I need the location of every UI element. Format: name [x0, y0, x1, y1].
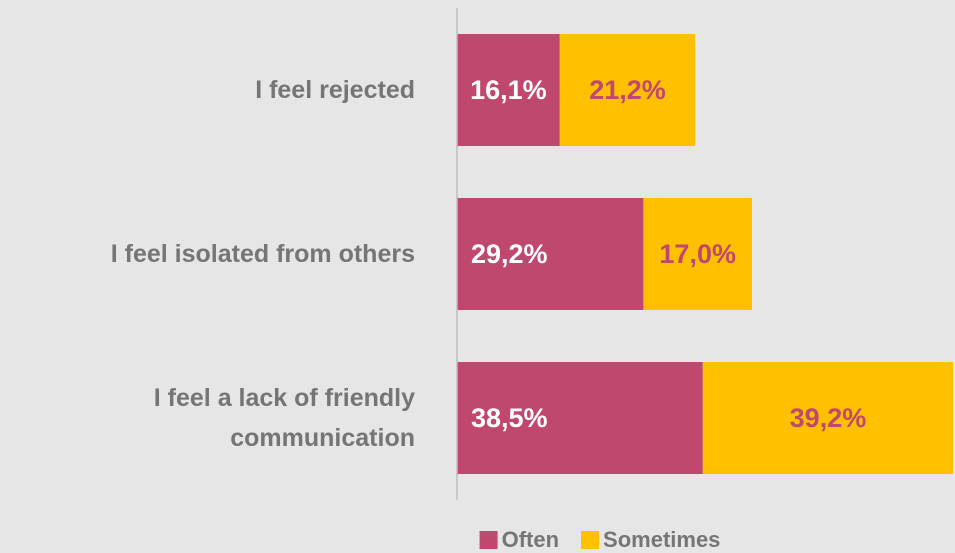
legend-swatch: [581, 531, 600, 549]
data-label: 39,2%: [790, 403, 867, 433]
legend-label: Often: [502, 527, 559, 552]
legend-label: Sometimes: [603, 527, 720, 552]
bar-segment: [643, 198, 752, 310]
legend: Often Sometimes: [479, 527, 720, 552]
y-tick-label: I feel a lack of friendly communication: [153, 384, 415, 452]
bar-segment: [559, 34, 696, 146]
bar-segment: [702, 362, 954, 474]
legend-swatch: [479, 531, 498, 549]
bar-segment: [457, 362, 703, 474]
data-label: 21,2%: [589, 75, 666, 105]
bar-segment: [457, 34, 560, 146]
bar-segment: [457, 198, 644, 310]
y-tick-label: I feel rejected: [255, 76, 415, 104]
y-tick-label: I feel isolated from others: [110, 240, 415, 268]
data-label: 38,5%: [471, 403, 548, 433]
data-label: 16,1%: [470, 75, 547, 105]
data-label: 17,0%: [659, 239, 736, 269]
data-label: 29,2%: [471, 239, 548, 269]
